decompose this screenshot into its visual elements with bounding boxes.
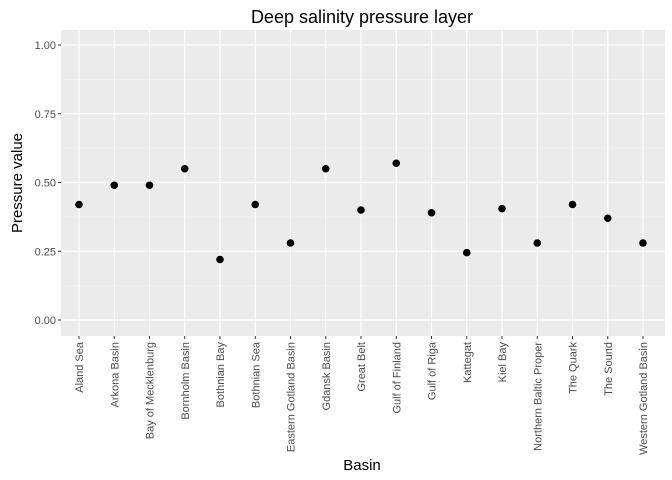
- data-point: [110, 181, 119, 190]
- x-tick-label: Great Belt: [356, 342, 368, 392]
- y-tick-label: 0.00: [35, 315, 56, 327]
- x-tick-label: Bay of Mecklenburg: [145, 342, 157, 439]
- data-point: [216, 255, 224, 264]
- chart-title: Deep salinity pressure layer: [251, 7, 473, 27]
- y-axis-title: Pressure value: [9, 133, 26, 233]
- x-axis: Aland Sea Arkona Basin Bay of Mecklenburg B…: [74, 336, 650, 455]
- y-tick-label: 1.00: [35, 40, 56, 52]
- data-point: [251, 200, 260, 209]
- x-tick-label: Bothnian Bay: [215, 342, 227, 408]
- x-tick-label: Bothnian Sea: [250, 341, 262, 408]
- data-point: [145, 181, 154, 190]
- data-point: [286, 239, 295, 247]
- x-tick-label: The Quark: [568, 342, 580, 394]
- x-tick-label: Kattegat: [462, 342, 474, 383]
- x-tick-label: Western Gotland Basin: [638, 342, 650, 455]
- y-tick-label: 0.25: [35, 246, 56, 258]
- data-point: [603, 214, 612, 223]
- x-tick-label: Bornholm Basin: [180, 342, 192, 420]
- x-tick-label: Eastern Gotland Basin: [286, 342, 298, 452]
- data-point: [392, 159, 401, 168]
- data-point: [427, 208, 436, 217]
- x-tick-label: The Sound: [603, 342, 615, 396]
- y-axis: 0.00 0.25 0.50 0.75 1.00: [35, 40, 61, 327]
- x-tick-label: Aland Sea: [74, 341, 86, 393]
- data-point: [533, 239, 542, 247]
- data-point: [357, 206, 365, 214]
- data-points: [75, 159, 647, 264]
- data-point: [180, 164, 189, 173]
- data-point: [568, 200, 577, 209]
- x-tick-label: Gdansk Basin: [321, 342, 333, 410]
- x-tick-label: Gulf of Finland: [391, 342, 403, 414]
- x-tick-label: Kiel Bay: [497, 342, 509, 383]
- y-tick-label: 0.50: [35, 178, 56, 190]
- data-point: [462, 248, 471, 257]
- x-axis-title: Basin: [343, 457, 381, 474]
- data-point: [75, 200, 83, 209]
- x-tick-label: Gulf of Riga: [427, 341, 439, 400]
- data-point: [498, 204, 506, 213]
- data-point: [639, 239, 647, 247]
- x-tick-label: Arkona Basin: [109, 342, 121, 407]
- x-tick-label: Northern Baltic Proper: [532, 342, 544, 451]
- data-point: [321, 164, 330, 173]
- y-tick-label: 0.75: [35, 109, 56, 121]
